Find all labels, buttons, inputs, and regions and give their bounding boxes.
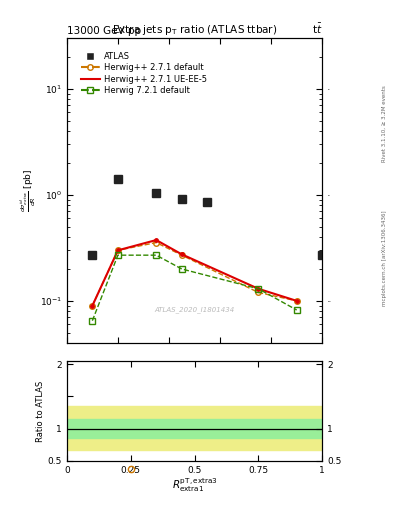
X-axis label: $R^{\mathrm{pT,extra3}}_{\mathrm{extra1}}$: $R^{\mathrm{pT,extra3}}_{\mathrm{extra1}… [172, 476, 217, 494]
Line: Herwig++ 2.7.1 UE-EE-5: Herwig++ 2.7.1 UE-EE-5 [91, 238, 298, 308]
Herwig++ 2.7.1 UE-EE-5 [154, 237, 159, 243]
ATLAS [320, 252, 325, 258]
Title: Extra jets p$_\mathregular{T}$ ratio (ATLAS ttbar): Extra jets p$_\mathregular{T}$ ratio (AT… [112, 23, 277, 37]
ATLAS [180, 196, 184, 202]
Text: Rivet 3.1.10, ≥ 3.2M events: Rivet 3.1.10, ≥ 3.2M events [382, 86, 387, 162]
Text: ATLAS_2020_I1801434: ATLAS_2020_I1801434 [154, 306, 235, 312]
ATLAS [205, 199, 210, 205]
Herwig++ 2.7.1 default [256, 289, 261, 295]
Herwig++ 2.7.1 UE-EE-5 [180, 251, 184, 258]
Herwig++ 2.7.1 default [294, 298, 299, 304]
Herwig 7.2.1 default [90, 317, 95, 324]
Herwig++ 2.7.1 default [180, 252, 184, 258]
Herwig++ 2.7.1 UE-EE-5 [116, 247, 120, 253]
Text: t$\bar{t}$: t$\bar{t}$ [312, 22, 322, 36]
Line: ATLAS: ATLAS [88, 176, 326, 259]
ATLAS [90, 252, 95, 258]
Herwig++ 2.7.1 default [154, 240, 159, 246]
ATLAS [154, 189, 159, 196]
Herwig 7.2.1 default [256, 286, 261, 292]
Legend: ATLAS, Herwig++ 2.7.1 default, Herwig++ 2.7.1 UE-EE-5, Herwig 7.2.1 default: ATLAS, Herwig++ 2.7.1 default, Herwig++ … [81, 52, 207, 95]
Herwig 7.2.1 default [180, 266, 184, 272]
ATLAS [116, 176, 120, 182]
Text: 13000 GeV pp: 13000 GeV pp [67, 26, 141, 36]
Text: mcplots.cern.ch [arXiv:1306.3436]: mcplots.cern.ch [arXiv:1306.3436] [382, 210, 387, 306]
Herwig++ 2.7.1 default [90, 303, 95, 309]
Herwig++ 2.7.1 default [116, 247, 120, 253]
Line: Herwig 7.2.1 default: Herwig 7.2.1 default [90, 252, 299, 324]
Herwig 7.2.1 default [154, 252, 159, 258]
Herwig++ 2.7.1 UE-EE-5 [256, 286, 261, 292]
Herwig++ 2.7.1 UE-EE-5 [90, 303, 95, 309]
Y-axis label: $\frac{d\sigma^{id}_{extra}}{dR}$ [pb]: $\frac{d\sigma^{id}_{extra}}{dR}$ [pb] [19, 169, 38, 212]
Y-axis label: Ratio to ATLAS: Ratio to ATLAS [36, 380, 45, 441]
Herwig++ 2.7.1 UE-EE-5 [294, 298, 299, 304]
Herwig 7.2.1 default [294, 307, 299, 313]
Line: Herwig++ 2.7.1 default: Herwig++ 2.7.1 default [90, 240, 299, 309]
Herwig 7.2.1 default [116, 252, 120, 258]
